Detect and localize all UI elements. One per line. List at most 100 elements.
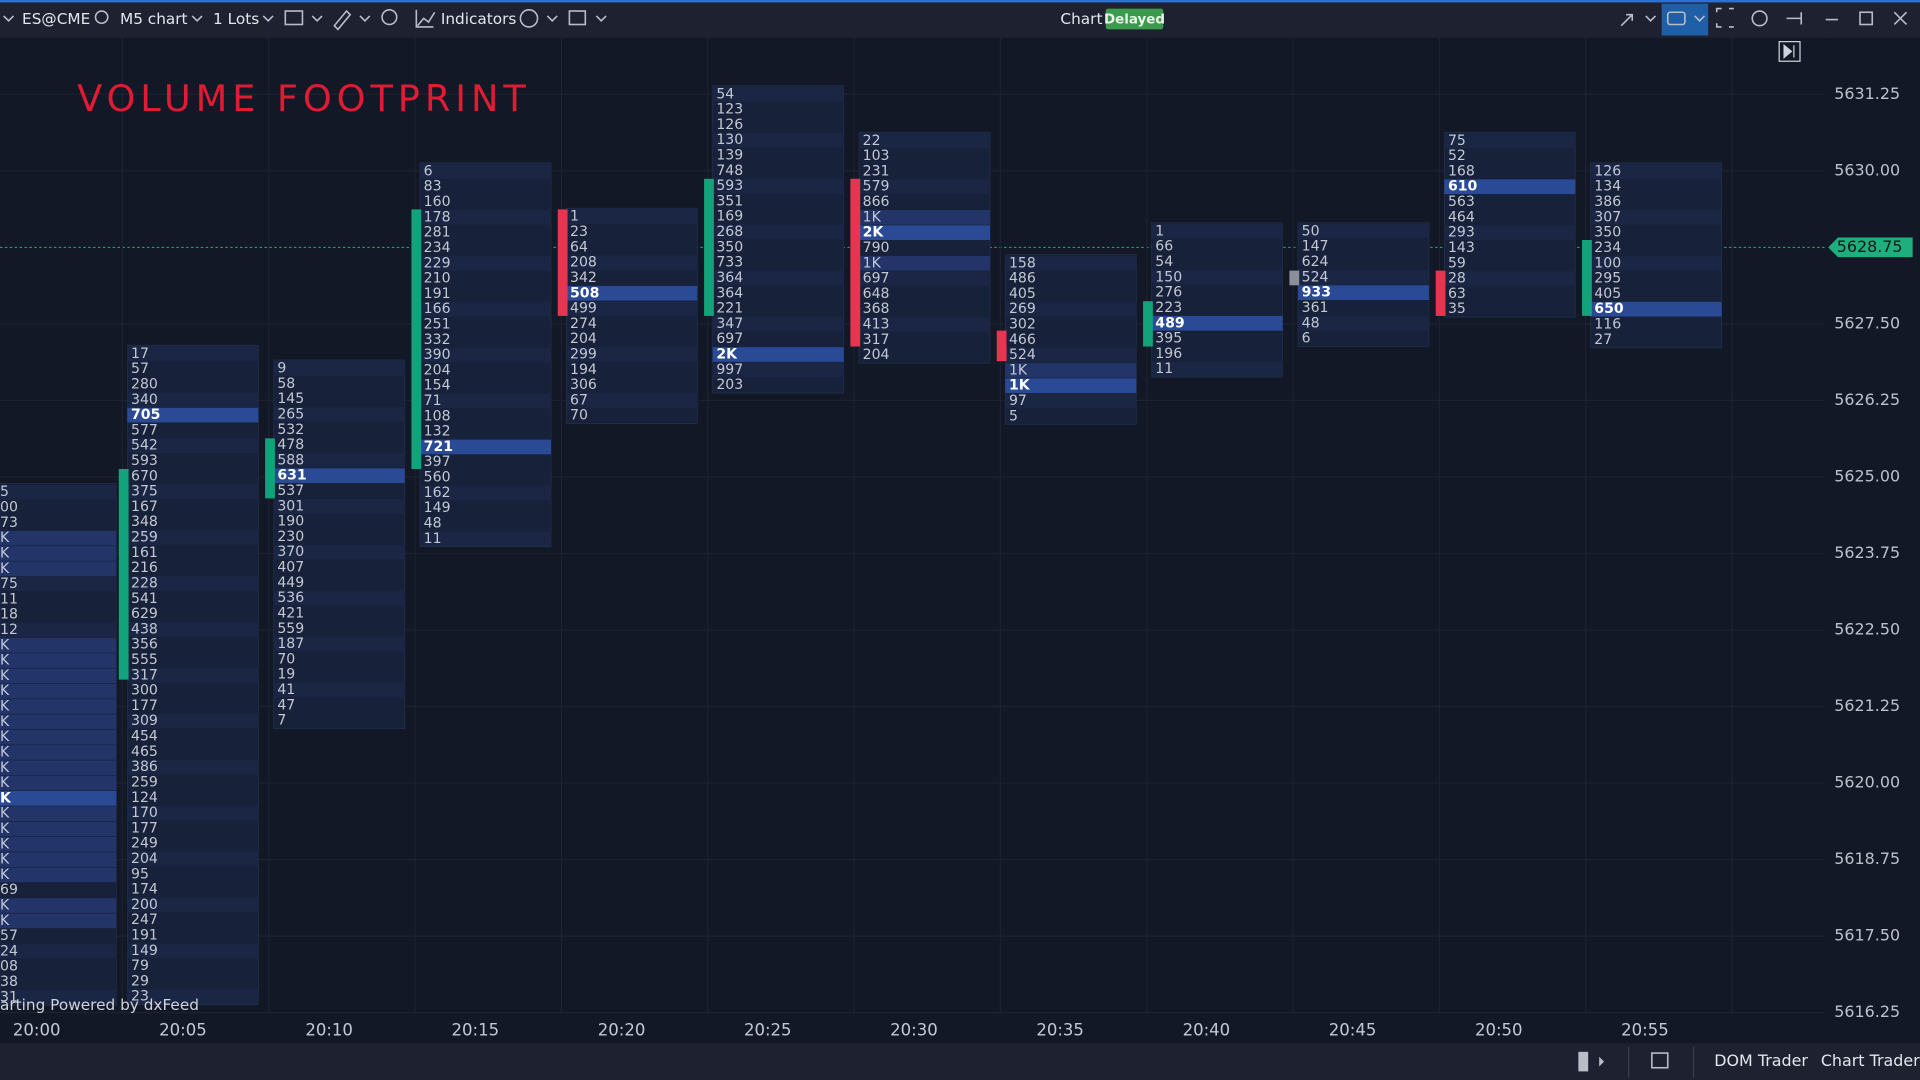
row-highlight (273, 544, 405, 560)
maximize[interactable] (1859, 11, 1874, 26)
volume: 23 (131, 989, 149, 1005)
collapse-icon[interactable] (1620, 13, 1634, 27)
candle (704, 178, 714, 316)
volume: 364 (716, 285, 743, 301)
caret[interactable] (262, 15, 274, 22)
price-label: 5623.75 (1834, 543, 1900, 562)
row-highlight (1297, 315, 1429, 331)
indicators[interactable]: Indicators (441, 10, 517, 28)
draw-icon[interactable] (333, 9, 352, 31)
pin-icon[interactable] (1786, 12, 1803, 25)
scroll-end-button[interactable] (1778, 41, 1801, 62)
row-highlight (1444, 179, 1576, 195)
lots[interactable]: 1 Lots (213, 10, 259, 28)
dom-trader-button[interactable]: DOM Trader (1714, 1051, 1808, 1070)
volume: 83 (424, 179, 442, 195)
time-axis: 20:00 20:05 20:10 20:15 20:20 20:25 20:30 20:35… (13, 1021, 1669, 1040)
row-highlight (858, 179, 990, 195)
caret[interactable] (1694, 15, 1706, 22)
row-highlight (858, 255, 990, 271)
close[interactable] (1893, 11, 1908, 26)
chart-trader-button[interactable]: Chart Trader (1821, 1051, 1920, 1070)
row-highlight (0, 760, 117, 776)
volume: 24 (0, 943, 18, 959)
volume: 70 (570, 408, 588, 424)
volume: 35 (1448, 301, 1466, 317)
volume: 265 (277, 406, 304, 422)
volume: 187 (277, 636, 304, 652)
candle (1289, 270, 1300, 286)
row-highlight (858, 271, 990, 286)
volume: 130 (716, 132, 743, 148)
volume: 59 (1448, 255, 1466, 271)
volume: 11 (0, 591, 18, 607)
row-highlight (712, 316, 844, 332)
volume: 196 (1155, 346, 1182, 362)
volume: K (0, 744, 10, 760)
volume: 350 (1594, 225, 1621, 241)
caret[interactable] (191, 15, 203, 22)
scroll-end-icon[interactable] (1783, 43, 1795, 59)
volume: 356 (131, 637, 158, 653)
search-icon[interactable] (94, 10, 109, 25)
row-highlight (273, 636, 405, 652)
volume: 465 (131, 744, 158, 760)
volume: 259 (131, 530, 158, 546)
volume: 317 (863, 332, 890, 348)
template-icon[interactable] (284, 10, 304, 26)
volume: 204 (863, 347, 890, 363)
row-highlight (0, 990, 117, 1005)
volume: K (0, 775, 10, 791)
volume: 397 (424, 454, 451, 470)
fullscreen-icon[interactable] (1715, 7, 1734, 28)
calendar-icon[interactable] (1651, 1052, 1669, 1069)
volume: 67 (570, 392, 588, 408)
volume: 145 (277, 391, 304, 407)
indicators-icon[interactable] (415, 9, 436, 28)
volume: 466 (1009, 332, 1036, 348)
layout-icon[interactable] (568, 10, 587, 26)
volume: 71 (424, 393, 442, 409)
volume: 370 (277, 544, 304, 560)
row-highlight (712, 362, 844, 378)
caret[interactable] (1645, 15, 1657, 22)
time-label: 20:15 (452, 1021, 500, 1040)
caret[interactable] (595, 15, 607, 22)
volume: 251 (424, 316, 451, 332)
volume: 537 (277, 483, 304, 499)
volume: 361 (1302, 300, 1329, 316)
crosshair-icon[interactable] (519, 9, 539, 28)
column-box (1443, 131, 1576, 318)
symbol[interactable]: ES@CME (22, 10, 90, 28)
volume: 2K (716, 346, 738, 362)
row-highlight (858, 317, 990, 332)
row-highlight (0, 561, 117, 577)
row-highlight (0, 944, 117, 959)
price-label: 5625.00 (1834, 466, 1900, 485)
volume: 536 (277, 590, 304, 606)
caret[interactable] (359, 15, 371, 22)
volume: 41 (277, 682, 295, 698)
row-highlight (420, 393, 552, 409)
candle (1582, 240, 1592, 316)
volume: 421 (277, 605, 304, 621)
row-highlight (858, 210, 990, 225)
row-highlight (1005, 255, 1137, 271)
volume: 933 (1302, 285, 1331, 301)
scroll-arrow[interactable] (1599, 1056, 1605, 1067)
menu-caret[interactable] (3, 15, 15, 22)
caret[interactable] (546, 15, 558, 22)
zoom-icon[interactable] (381, 9, 398, 26)
volume: 1K (1009, 362, 1028, 378)
row-highlight (127, 943, 259, 959)
timeframe[interactable]: M5 chart (120, 10, 188, 28)
camera-icon[interactable] (1666, 11, 1686, 26)
row-highlight (712, 347, 844, 362)
volume: 103 (863, 148, 890, 164)
settings-icon[interactable] (1751, 10, 1768, 27)
volume: 166 (424, 301, 451, 317)
caret[interactable] (311, 15, 323, 22)
volume: 66 (1155, 239, 1173, 255)
scroll-handle[interactable] (1578, 1051, 1589, 1072)
